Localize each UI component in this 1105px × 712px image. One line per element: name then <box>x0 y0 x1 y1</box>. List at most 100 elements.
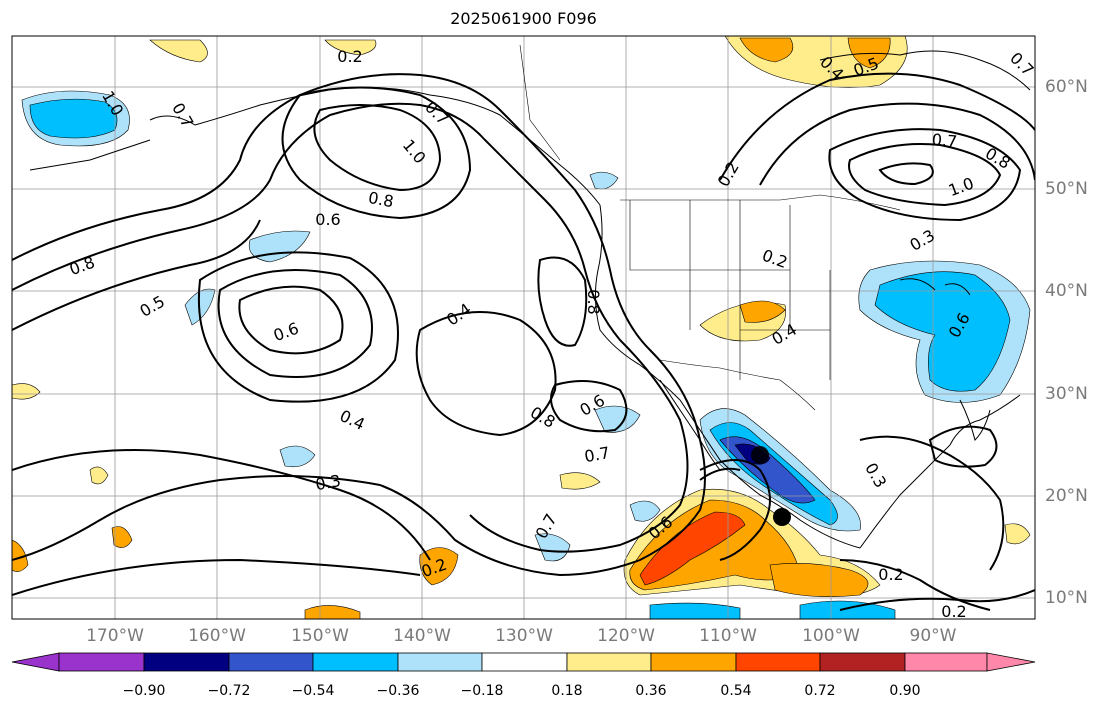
state-lines <box>629 200 831 380</box>
shading-east-us-core <box>874 271 1011 392</box>
shading-north-yellow-2 <box>324 39 377 56</box>
shading-south-orange <box>769 563 869 597</box>
us-canada-border <box>620 194 901 211</box>
shading-south-negative-2 <box>799 600 896 619</box>
shading-yellow-7 <box>1004 523 1031 545</box>
borders <box>519 44 901 411</box>
map-frame <box>11 35 1036 620</box>
shading-central-blue-4 <box>594 405 641 433</box>
alaska-canada-border <box>519 44 561 161</box>
colorbar-segment <box>650 652 737 672</box>
contour-loop-gulf-2 <box>281 86 472 220</box>
longitude-label: 140°W <box>393 626 451 646</box>
canada-coast <box>819 50 1031 91</box>
latitude-label: 60°N <box>1045 77 1088 97</box>
colorbar-tick: 0.54 <box>720 683 752 699</box>
longitude-label: 170°W <box>86 626 144 646</box>
great-lakes <box>899 278 971 296</box>
latitude-label: 40°N <box>1045 281 1088 301</box>
contour-label: 0.7 <box>931 130 958 151</box>
contour-ring-2 <box>12 102 689 553</box>
colorbar-tick: −0.18 <box>460 683 504 699</box>
contour-loop-gulf <box>313 104 442 192</box>
colorbar-tick: 0.36 <box>635 683 667 699</box>
contour-caribbean-2 <box>839 559 991 611</box>
shading-north-yellow-1 <box>149 39 208 63</box>
contour-inner-pacific-2 <box>217 269 373 378</box>
colorbar-segment <box>481 652 568 672</box>
contour-loop-east-3 <box>878 162 934 186</box>
anomaly-shading <box>12 36 1031 619</box>
contour-lines <box>12 72 1035 611</box>
colorbar-tick: −0.90 <box>122 683 166 699</box>
storm-center-marker-2 <box>751 446 769 464</box>
contour-storm <box>699 459 771 561</box>
colorbar-segment <box>228 652 314 672</box>
contour-label: 0.3 <box>314 471 342 494</box>
shading-central-blue-5 <box>534 533 571 562</box>
colorbar-segment <box>819 652 906 672</box>
longitude-label: 90°W <box>909 626 957 646</box>
shading-yellow-3 <box>89 466 109 485</box>
shading-yellow-west-2 <box>12 539 29 572</box>
longitude-label: 160°W <box>188 626 246 646</box>
longitude-label: 150°W <box>291 626 349 646</box>
latitude-label: 10°N <box>1045 588 1088 608</box>
shading-central-blue-6 <box>629 500 661 522</box>
west-coast <box>594 204 861 549</box>
contour-loop-east-2 <box>848 143 1002 207</box>
colorbar-tick: −0.54 <box>291 683 335 699</box>
colorbar-segment <box>143 652 230 672</box>
shading-yellow-4 <box>111 526 133 548</box>
contour-east-outer-2 <box>719 72 1035 181</box>
contour-loop-east-1 <box>828 128 1022 222</box>
contour-inner-5 <box>537 256 588 347</box>
contour-label: 0.8 <box>367 188 395 211</box>
storm-center-marker <box>773 508 791 526</box>
graticule <box>12 36 1035 619</box>
contour-caribbean-3 <box>839 589 1035 611</box>
colorbar-tick: 0.72 <box>804 683 836 699</box>
contour-ring-3 <box>12 219 261 331</box>
colorbar-tick: 0.18 <box>551 683 583 699</box>
florida <box>959 399 991 441</box>
longitude-label: 120°W <box>597 626 655 646</box>
colorbar-tick: −0.72 <box>207 683 251 699</box>
contour-label: 0.2 <box>941 602 966 621</box>
contour-label: 0.7 <box>583 443 611 466</box>
colorbar-segment <box>397 652 483 672</box>
contour-gulf-loop <box>928 425 998 468</box>
gulf-coast <box>859 394 1021 549</box>
contour-low-lat-2 <box>12 558 421 596</box>
shading-south-yellow <box>304 605 361 619</box>
longitude-label: 130°W <box>495 626 553 646</box>
shading-canada-core-1 <box>739 37 794 63</box>
contour-label: 0.2 <box>337 47 362 66</box>
shading-south-negative <box>649 602 741 619</box>
latitude-label: 30°N <box>1045 384 1088 404</box>
colorbar-segment <box>566 652 652 672</box>
longitude-label: 110°W <box>699 626 757 646</box>
colorbar-extend-high <box>986 652 1036 672</box>
contour-ring-1 <box>12 73 706 577</box>
colorbar-segment <box>312 652 399 672</box>
us-mexico-border <box>659 359 816 411</box>
contour-caribbean-1 <box>859 435 1005 571</box>
contour-label: 0.8 <box>584 289 603 314</box>
colorbar-extend-low <box>11 652 60 672</box>
latitude-label: 20°N <box>1045 486 1088 506</box>
contour-inner-pacific-1 <box>238 285 344 355</box>
contour-inner-6 <box>550 380 628 433</box>
shading-plains-core <box>739 300 786 323</box>
colorbar-segment <box>735 652 821 672</box>
latitude-label: 50°N <box>1045 179 1088 199</box>
contour-inner-4 <box>415 311 557 437</box>
contour-label: 0.2 <box>878 565 903 584</box>
map-frame-bg <box>12 36 1035 619</box>
shading-central-blue-3 <box>279 445 316 468</box>
contour-label: 0.6 <box>315 210 340 229</box>
longitude-label: 100°W <box>802 626 860 646</box>
map-title: 2025061900 F096 <box>450 9 597 28</box>
contour-east-outer <box>759 102 1035 186</box>
